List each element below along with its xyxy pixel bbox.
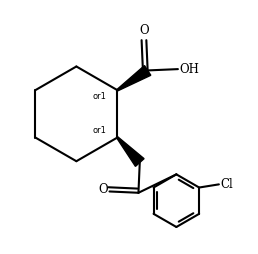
Text: O: O	[98, 183, 108, 196]
Text: O: O	[139, 24, 149, 37]
Polygon shape	[117, 137, 144, 166]
Text: or1: or1	[92, 92, 106, 101]
Text: OH: OH	[179, 62, 199, 76]
Text: or1: or1	[92, 126, 106, 135]
Polygon shape	[117, 66, 151, 91]
Text: Cl: Cl	[220, 178, 233, 191]
